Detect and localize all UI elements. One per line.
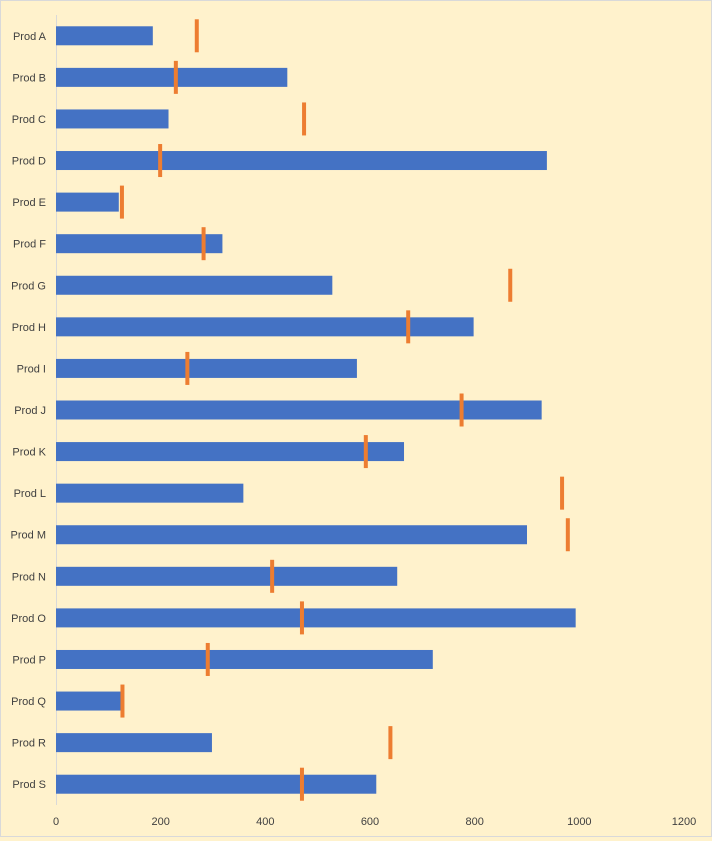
category-label: Prod J	[14, 405, 46, 417]
target-marker	[299, 601, 304, 635]
bar	[56, 234, 223, 254]
bar	[56, 275, 333, 295]
bar	[56, 525, 527, 545]
bar	[56, 566, 398, 586]
bar	[56, 192, 119, 212]
category-label: Prod H	[12, 322, 46, 334]
category-label: Prod G	[11, 280, 46, 292]
category-label: Prod K	[12, 447, 46, 459]
bar	[56, 358, 357, 378]
tick-label: 800	[465, 816, 483, 828]
category-label: Prod R	[12, 738, 46, 750]
target-marker	[270, 559, 275, 593]
target-marker	[508, 268, 513, 302]
tick-label: 0	[53, 816, 59, 828]
category-label: Prod L	[14, 488, 46, 500]
target-marker	[158, 144, 163, 178]
target-marker	[120, 684, 125, 718]
tick-label: 400	[256, 816, 274, 828]
bar-series	[56, 26, 576, 794]
category-label: Prod N	[12, 571, 46, 583]
category-label: Prod I	[17, 363, 46, 375]
target-marker	[185, 351, 190, 385]
target-marker	[363, 435, 368, 469]
bar	[56, 442, 405, 462]
bar	[56, 774, 377, 794]
bar	[56, 691, 123, 711]
bar	[56, 649, 433, 669]
tick-label: 1200	[672, 816, 696, 828]
target-marker	[173, 60, 178, 94]
target-marker	[119, 185, 124, 219]
bar	[56, 608, 576, 628]
target-marker	[406, 310, 411, 344]
category-label: Prod B	[12, 72, 46, 84]
category-label: Prod Q	[11, 696, 46, 708]
tick-label: 600	[361, 816, 379, 828]
bar	[56, 67, 288, 87]
category-label: Prod D	[12, 156, 46, 168]
target-marker	[388, 726, 393, 760]
category-label: Prod P	[12, 654, 46, 666]
bar	[56, 151, 547, 171]
bar	[56, 26, 153, 46]
category-label: Prod O	[11, 613, 46, 625]
bar	[56, 400, 542, 420]
target-marker	[201, 227, 206, 261]
category-label: Prod M	[11, 530, 46, 542]
category-label: Prod A	[13, 31, 47, 43]
target-marker	[299, 767, 304, 801]
bar	[56, 109, 169, 129]
target-marker	[565, 518, 570, 552]
target-marker	[459, 393, 464, 427]
target-marker	[194, 19, 199, 53]
category-label: Prod E	[12, 197, 46, 209]
bar	[56, 733, 212, 753]
category-label: Prod S	[12, 779, 46, 791]
target-marker	[560, 476, 565, 510]
target-marker	[302, 102, 307, 136]
category-label: Prod F	[13, 239, 46, 251]
category-labels: Prod A Prod B Prod C Prod D Prod E Prod F Prod…	[11, 31, 47, 791]
bar	[56, 317, 474, 337]
target-marker	[205, 642, 210, 676]
tick-label: 200	[151, 816, 169, 828]
target-marker-series	[119, 19, 570, 801]
tick-label: 1000	[567, 816, 591, 828]
bar	[56, 483, 244, 503]
value-axis-labels: 0 200 400 600 800 1000 1200	[53, 816, 696, 828]
category-label: Prod C	[12, 114, 46, 126]
